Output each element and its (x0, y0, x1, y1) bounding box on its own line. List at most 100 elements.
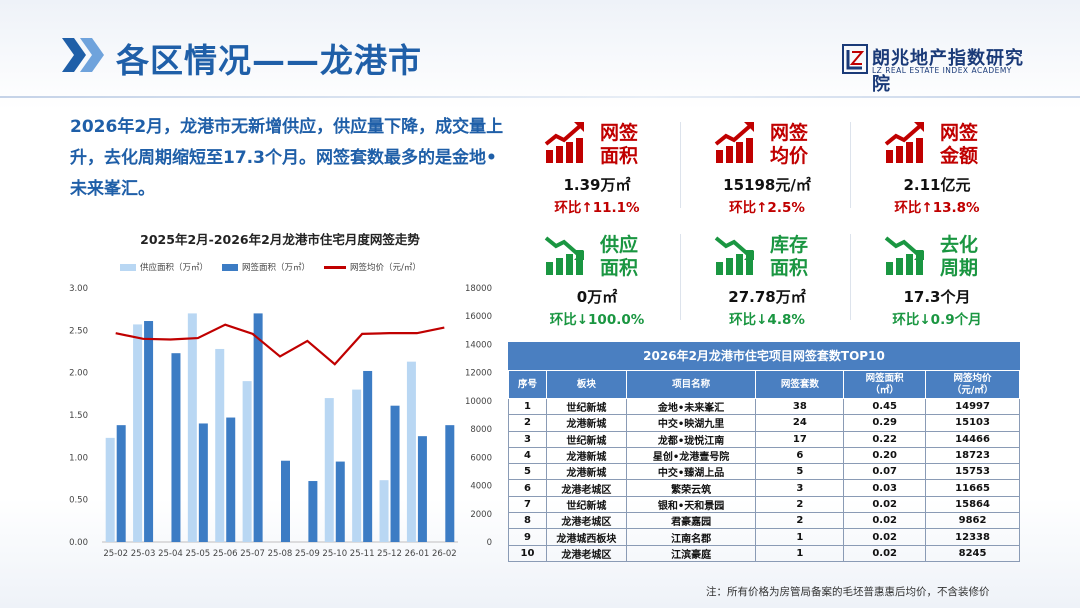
table-cell: 24 (755, 414, 845, 432)
x-tick-label: 25-05 (185, 549, 210, 559)
y-right-tick-label: 12000 (465, 369, 492, 379)
table-cell: 2 (508, 414, 547, 432)
kpi-divider (680, 122, 681, 208)
kpi-value: 0万㎡ (576, 288, 618, 306)
table-cell: 0.22 (843, 430, 927, 448)
table-cell: 金地•未来峯汇 (625, 397, 757, 416)
table-cell: 15753 (925, 463, 1020, 481)
x-tick-label: 25-10 (322, 549, 347, 559)
kpi-change: 环比↑13.8% (894, 200, 980, 216)
table-cell: 龙港老城区 (545, 544, 627, 562)
table-cell: 17 (755, 430, 845, 448)
supply-bar (133, 324, 143, 542)
x-tick-label: 25-04 (158, 549, 183, 559)
sales-bar (116, 425, 126, 542)
supply-bar (324, 398, 334, 542)
legend-sales: 网签面积（万㎡） (222, 261, 310, 273)
table-cell: 中交•映湖九里 (625, 414, 757, 432)
sales-bar (171, 353, 181, 542)
trend-up-bars-icon (714, 122, 754, 163)
table-cell: 4 (508, 446, 547, 465)
logo-mark-icon (842, 44, 868, 74)
kpi-label: 网签面积 (600, 122, 639, 167)
x-tick-label: 25-12 (377, 549, 402, 559)
table-cell: 2 (755, 495, 845, 514)
legend-price: 网签均价（元/㎡） (324, 261, 421, 273)
trend-down-bars-icon (714, 236, 754, 275)
y-left-tick-label: 1.50 (69, 411, 88, 421)
table-cell: 繁荣云筑 (625, 479, 757, 497)
y-right-tick-label: 10000 (465, 397, 492, 407)
table-cell: 0.45 (843, 397, 927, 416)
table-cell: 0.29 (843, 414, 927, 432)
table-cell: 15864 (925, 495, 1020, 514)
kpi-divider (850, 234, 851, 320)
table-cell: 0.02 (843, 544, 927, 562)
table-cell: 0.02 (843, 512, 927, 530)
table-header-cell: 序号 (508, 370, 547, 399)
table-header-cell: 板块 (545, 370, 627, 399)
sales-bar (363, 370, 373, 542)
table-row: 4 龙港新城 星创•龙港壹号院 6 0.20 18723 (508, 446, 1020, 465)
supply-bar (242, 381, 252, 542)
summary-text: 2026年2月，龙港市无新增供应，供应量下降，成交量上升，去化周期缩短至17.3… (70, 117, 504, 199)
table-cell: 6 (508, 479, 547, 497)
y-right-tick-label: 0 (487, 538, 492, 548)
table-cell: 12338 (925, 528, 1020, 546)
logo-text: 朗兆地产指数研究院 (872, 48, 1024, 95)
table-row: 3 世纪新城 龙都•珑悦江南 17 0.22 14466 (508, 430, 1020, 448)
table-cell: 9 (508, 528, 547, 546)
y-right-tick-label: 4000 (470, 482, 492, 492)
header-divider (0, 96, 1080, 98)
footnote: 注：所有价格为房管局备案的毛坯普惠惠后均价，不含装修价 (706, 586, 990, 598)
y-right-tick-label: 8000 (470, 425, 492, 435)
table-row: 6 龙港老城区 繁荣云筑 3 0.03 11665 (508, 479, 1020, 497)
y-right-tick-label: 6000 (470, 453, 492, 463)
table-cell: 星创•龙港壹号院 (625, 446, 757, 465)
x-tick-label: 26-02 (432, 549, 457, 559)
table-cell: 3 (508, 430, 547, 448)
sales-bar (144, 321, 154, 542)
trend-down-bars-icon (544, 236, 584, 275)
y-right-tick-label: 16000 (465, 312, 492, 322)
table-cell: 10 (508, 544, 547, 562)
logo: 朗兆地产指数研究院 LZ REAL ESTATE INDEX ACADEMY (842, 44, 1042, 95)
sales-bar (445, 425, 455, 542)
kpi-label: 网签金额 (940, 122, 979, 167)
sales-bar (417, 436, 427, 542)
sales-bar (253, 313, 263, 542)
table-cell: 君豪嘉园 (625, 512, 757, 530)
table-title: 2026年2月龙港市住宅项目网签套数TOP10 (508, 342, 1020, 370)
kpi-divider (680, 234, 681, 320)
y-left-tick-label: 3.00 (69, 284, 88, 294)
kpi-label: 供应面积 (600, 234, 639, 279)
kpi-change: 环比↑11.1% (554, 200, 640, 216)
table-header-cell: 网签均价 （元/㎡） (925, 370, 1020, 399)
table-row: 10 龙港老城区 江滨豪庭 1 0.02 8245 (508, 544, 1020, 562)
sales-bar (335, 461, 345, 542)
kpi-change: 环比↓4.8% (729, 312, 805, 328)
supply-bar (105, 437, 115, 542)
table-cell: 11665 (925, 479, 1020, 497)
kpi-value: 15198元/㎡ (723, 176, 811, 194)
kpi-card-1: 网签均价 15198元/㎡ 环比↑2.5% (682, 112, 852, 222)
page-title: 各区情况——龙港市 (116, 41, 422, 80)
table-cell: 0.03 (843, 479, 927, 497)
monthly-sales-chart: 0.00 0.50 1.00 1.50 2.00 2.50 3.00 0 2000 4000 600… (69, 284, 492, 559)
x-tick-label: 25-03 (131, 549, 156, 559)
header: 各区情况——龙港市 朗兆地产指数研究院 LZ REAL ESTATE INDEX… (0, 0, 1080, 100)
kpi-value: 27.78万㎡ (728, 288, 806, 306)
table-cell: 1 (508, 397, 547, 416)
kpi-card-4: 库存面积 27.78万㎡ 环比↓4.8% (682, 224, 852, 334)
y-left-tick-label: 0.00 (69, 538, 88, 548)
supply-bar (215, 348, 225, 542)
table-cell: 龙港新城 (545, 414, 627, 432)
supply-bar (379, 480, 389, 542)
supply-bar (352, 389, 362, 542)
sales-bar (308, 481, 318, 542)
table-cell: 5 (508, 463, 547, 481)
trend-up-bars-icon (544, 122, 584, 163)
table-cell: 7 (508, 495, 547, 514)
table-cell: 江滨豪庭 (625, 544, 757, 562)
top10-table: 2026年2月龙港市住宅项目网签套数TOP10 序号 板块 项目名称 网签套数 网签面积… (508, 342, 1020, 562)
